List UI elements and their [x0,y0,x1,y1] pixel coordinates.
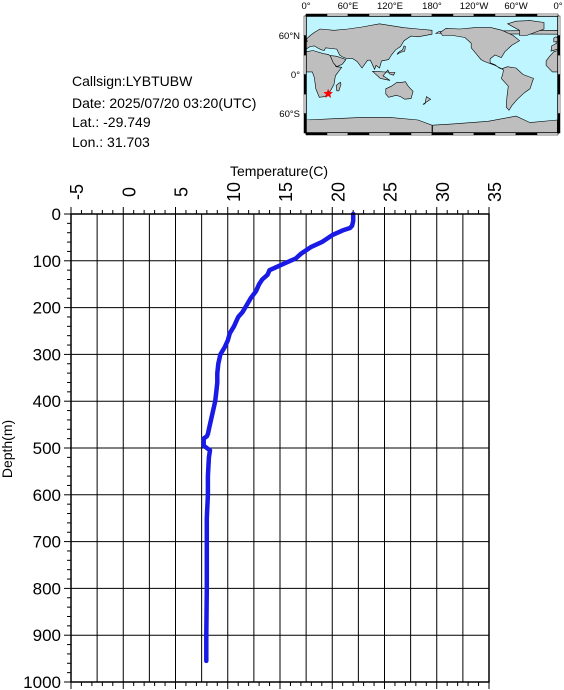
map-border-segment [303,15,307,36]
map-border-segment [515,132,538,136]
station-location-marker [323,88,334,99]
map-frame [303,13,561,136]
map-border-segment [303,54,307,75]
y-tick-label: 700 [33,533,61,552]
y-tick-label: 500 [33,439,61,458]
map-longitude-label: 0° [553,1,562,12]
x-tick-label: 10 [224,182,244,202]
map-latitude-label: 0° [291,70,300,81]
map-land [305,20,559,134]
map-border-segment [368,13,391,17]
y-tick-label: 100 [33,252,61,271]
station-star-icon [323,88,334,99]
x-tick-labels: -5 0 5 10 15 20 25 30 35 [67,182,505,202]
map-border-segment [557,74,561,95]
x-tick-label: 35 [485,182,505,202]
map-border-segment [557,93,561,114]
map-border-segment [494,13,517,17]
x-tick-label: 0 [119,187,139,197]
temperature-depth-chart: Temperature(C) Depth(m) -5 0 5 10 15 20 25 30 35… [0,163,505,690]
y-tick-label: 300 [33,345,61,364]
map-border-segment [368,132,391,136]
map-longitude-label: 60°E [338,1,359,12]
y-tick-label: 900 [33,626,61,645]
y-tick-label: 600 [33,486,61,505]
map-border-segment [452,13,475,17]
land-new-zealand [422,96,432,105]
map-longitude-label: 180° [422,1,442,12]
land-north-america [439,27,521,70]
y-tick-label: 400 [33,392,61,411]
map-border-segment [303,74,307,95]
land-antarctica-edge [306,120,310,133]
y-tick-label: 0 [52,205,61,224]
land-arabia [330,55,347,68]
map-border-segment [303,35,307,56]
land-indonesia [371,69,396,81]
map-border-segment [557,15,561,36]
y-tick-label: 1000 [23,673,61,690]
land-australia [385,81,414,100]
x-tick-label: -5 [67,184,87,200]
map-border-segment [410,13,433,17]
map-border-segment [305,132,328,136]
map-border-segment [515,13,538,17]
map-border-segment [473,132,496,136]
date-label: Date: 2025/07/20 03:20(UTC) [72,95,256,111]
x-tick-label: 15 [276,182,296,202]
map-latitude-label: 60°S [279,109,300,120]
map-longitude-label: 120°E [377,1,403,12]
map-longitude-label: 120°W [460,1,489,12]
x-tick-label: 5 [172,187,192,197]
map-longitude-label: 60°W [504,1,527,12]
map-latitude-labels: 60°N 0° 60°S [279,31,300,120]
map-border-segment [431,132,454,136]
map-border-segment [303,93,307,114]
world-map-inset: 0° 60°E 120°E 180° 120°W 60°W 0° 60°N 0° 60°S [279,1,563,136]
map-border-segment [326,13,349,17]
x-axis-label: Temperature(C) [230,163,328,179]
map-border-segment [305,13,328,17]
y-tick-label: 800 [33,579,61,598]
map-latitude-label: 60°N [279,31,300,42]
latitude-label: Lat.: -29.749 [72,114,151,130]
map-border-segment [494,132,517,136]
plot-frame [70,213,490,683]
map-border-segment [536,132,559,136]
land-south-america [500,66,534,111]
chart-grid [70,213,490,683]
map-border-segment [536,13,559,17]
temperature-profile-line [201,211,356,664]
map-border-segment [389,13,412,17]
land-eurasia [305,23,433,71]
map-border-segment [326,132,349,136]
map-border-segment [389,132,412,136]
map-longitude-labels: 0° 60°E 120°E 180° 120°W 60°W 0° [301,1,562,12]
land-greenland [506,20,545,36]
land-japan [396,45,406,55]
map-border-segment [557,35,561,56]
land-madagascar [335,81,342,92]
x-tick-label: 25 [381,182,401,202]
map-border-segment [303,113,307,134]
longitude-label: Lon.: 31.703 [72,134,150,150]
y-tick-labels: 0 100 200 300 400 500 600 700 800 900 1000 [23,205,61,690]
y-tick-label: 200 [33,299,61,318]
callsign-label: Callsign:LYBTUBW [72,73,193,89]
map-border-segment [452,132,475,136]
map-border-segment [431,13,454,17]
map-border-segment [410,132,433,136]
map-border-segment [347,132,370,136]
chart-series [201,211,356,664]
x-tick-label: 20 [328,182,348,202]
map-border-segment [473,13,496,17]
map-border-segment [557,113,561,134]
map-border-segment [347,13,370,17]
y-axis-label: Depth(m) [0,420,15,478]
land-antarctica-east [305,117,433,134]
x-tick-label: 30 [433,182,453,202]
map-border-segment [557,54,561,75]
map-longitude-label: 0° [301,1,310,12]
